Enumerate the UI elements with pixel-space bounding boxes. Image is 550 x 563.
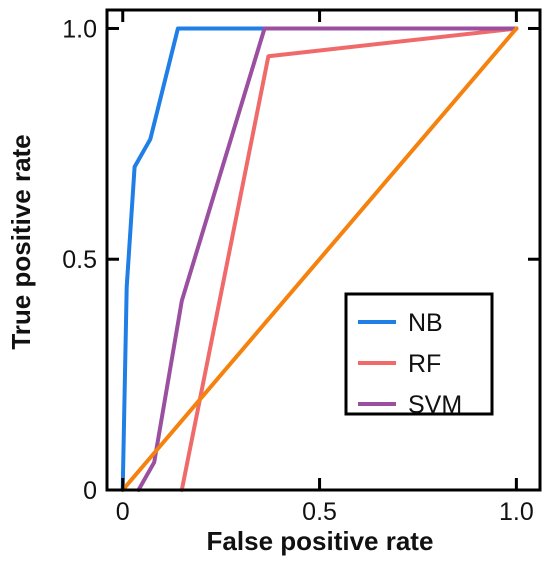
axes-layer: 0 0.5 1.0 0 0.5 1.0	[62, 8, 542, 526]
y-tick-label: 0.5	[62, 246, 97, 274]
legend-label-nb: NB	[408, 309, 443, 337]
plot-layer	[120, 26, 519, 492]
y-axis-title: True positive rate	[6, 134, 36, 349]
series-line-rf	[179, 26, 519, 492]
x-tick-label: 1.0	[499, 498, 534, 526]
legend-label-svm: SVM	[408, 391, 462, 419]
x-axis-title: False positive rate	[207, 526, 434, 556]
x-tick-label: 0.5	[302, 498, 337, 526]
series-line-svm	[136, 26, 519, 492]
legend: NB RF SVM	[344, 292, 494, 419]
plot-frame	[105, 8, 542, 492]
series-line-diagonal-reference	[120, 26, 519, 492]
y-tick-label: 1.0	[62, 15, 97, 43]
series-line-nb	[120, 26, 519, 492]
x-tick-label: 0	[116, 498, 130, 526]
legend-label-rf: RF	[408, 350, 441, 378]
legend-box	[344, 292, 494, 416]
y-tick-label: 0	[83, 477, 97, 505]
